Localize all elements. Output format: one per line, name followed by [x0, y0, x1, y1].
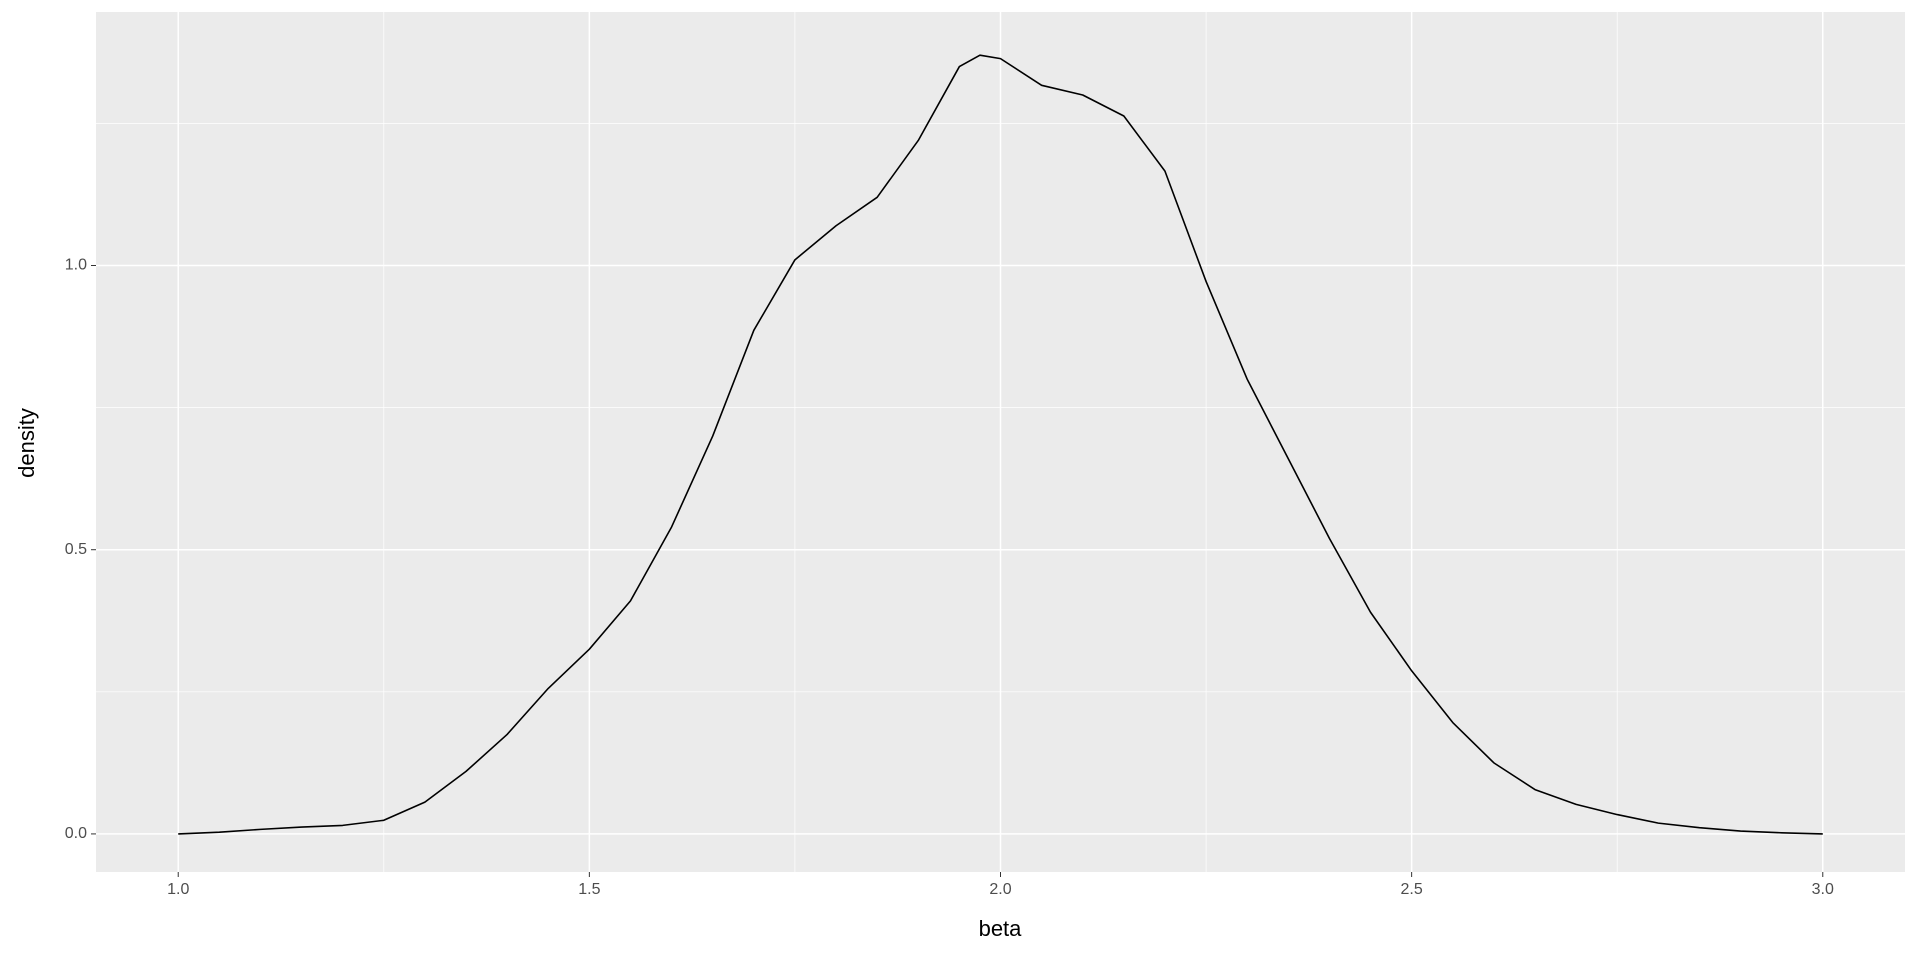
y-tick-label: 1.0 — [65, 257, 87, 274]
density-line — [178, 54, 1823, 835]
x-tick-label: 3.0 — [1812, 881, 1834, 898]
x-tick-label: 2.0 — [989, 881, 1011, 898]
x-tick-label: 1.0 — [167, 881, 189, 898]
x-axis-title: beta — [979, 916, 1023, 941]
y-tick-label: 0.0 — [65, 825, 87, 842]
y-tick-label: 0.5 — [65, 541, 87, 558]
y-axis-title: density — [14, 408, 39, 478]
x-tick-label: 2.5 — [1401, 881, 1423, 898]
x-tick-label: 1.5 — [578, 881, 600, 898]
